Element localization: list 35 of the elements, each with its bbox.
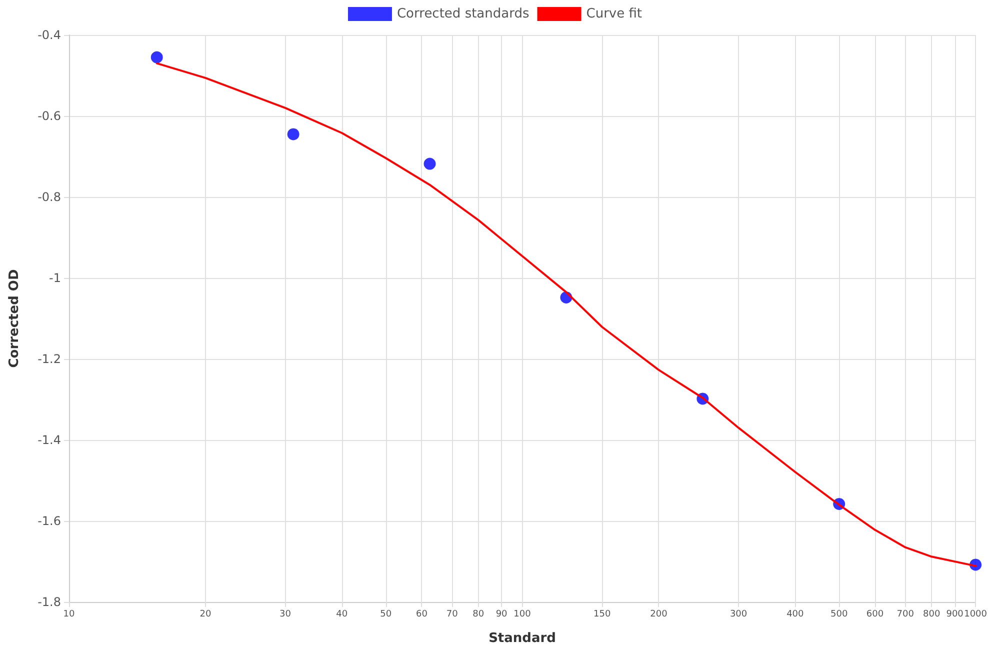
y-tick-label: -0.6 xyxy=(38,109,61,123)
x-tick-label: 800 xyxy=(923,610,940,620)
point xyxy=(150,51,163,64)
x-tick-label: 70 xyxy=(446,610,458,620)
x-tick-label: 500 xyxy=(830,610,848,620)
point xyxy=(424,158,436,170)
y-tick-label: -1 xyxy=(49,271,61,285)
legend-label: Curve fit xyxy=(586,6,642,22)
x-tick-label: 60 xyxy=(416,610,428,620)
x-tick-label: 90 xyxy=(496,610,508,620)
point xyxy=(287,128,300,140)
x-tick-label: 900 xyxy=(946,610,964,620)
y-tick-label: -1.8 xyxy=(38,595,61,609)
x-tick-label: 700 xyxy=(896,610,914,620)
x-tick-label: 20 xyxy=(200,610,212,620)
y-tick-label: -1.2 xyxy=(38,352,61,366)
x-tick-label: 600 xyxy=(866,610,884,620)
y-tick-label: -1.6 xyxy=(38,514,61,528)
y-axis-title: Corrected OD xyxy=(7,269,22,368)
x-tick-label: 1000 xyxy=(964,610,988,620)
x-tick-label: 400 xyxy=(786,610,804,620)
x-tick-label: 200 xyxy=(650,610,668,620)
y-tick-label: -0.4 xyxy=(38,28,61,42)
y-tick-label: -1.4 xyxy=(38,433,61,447)
x-tick-label: 100 xyxy=(514,610,532,620)
y-tick-label: -0.8 xyxy=(38,190,61,204)
legend-label: Corrected standards xyxy=(396,6,530,22)
x-tick-label: 10 xyxy=(63,610,75,620)
x-tick-label: 50 xyxy=(380,610,392,620)
x-axis-title: Standard xyxy=(488,631,556,646)
x-tick-label: 80 xyxy=(472,610,484,620)
x-tick-label: 40 xyxy=(336,610,348,620)
x-tick-label: 30 xyxy=(280,610,292,620)
x-tick-label: 300 xyxy=(730,610,748,620)
x-tick-label: 150 xyxy=(594,610,611,620)
